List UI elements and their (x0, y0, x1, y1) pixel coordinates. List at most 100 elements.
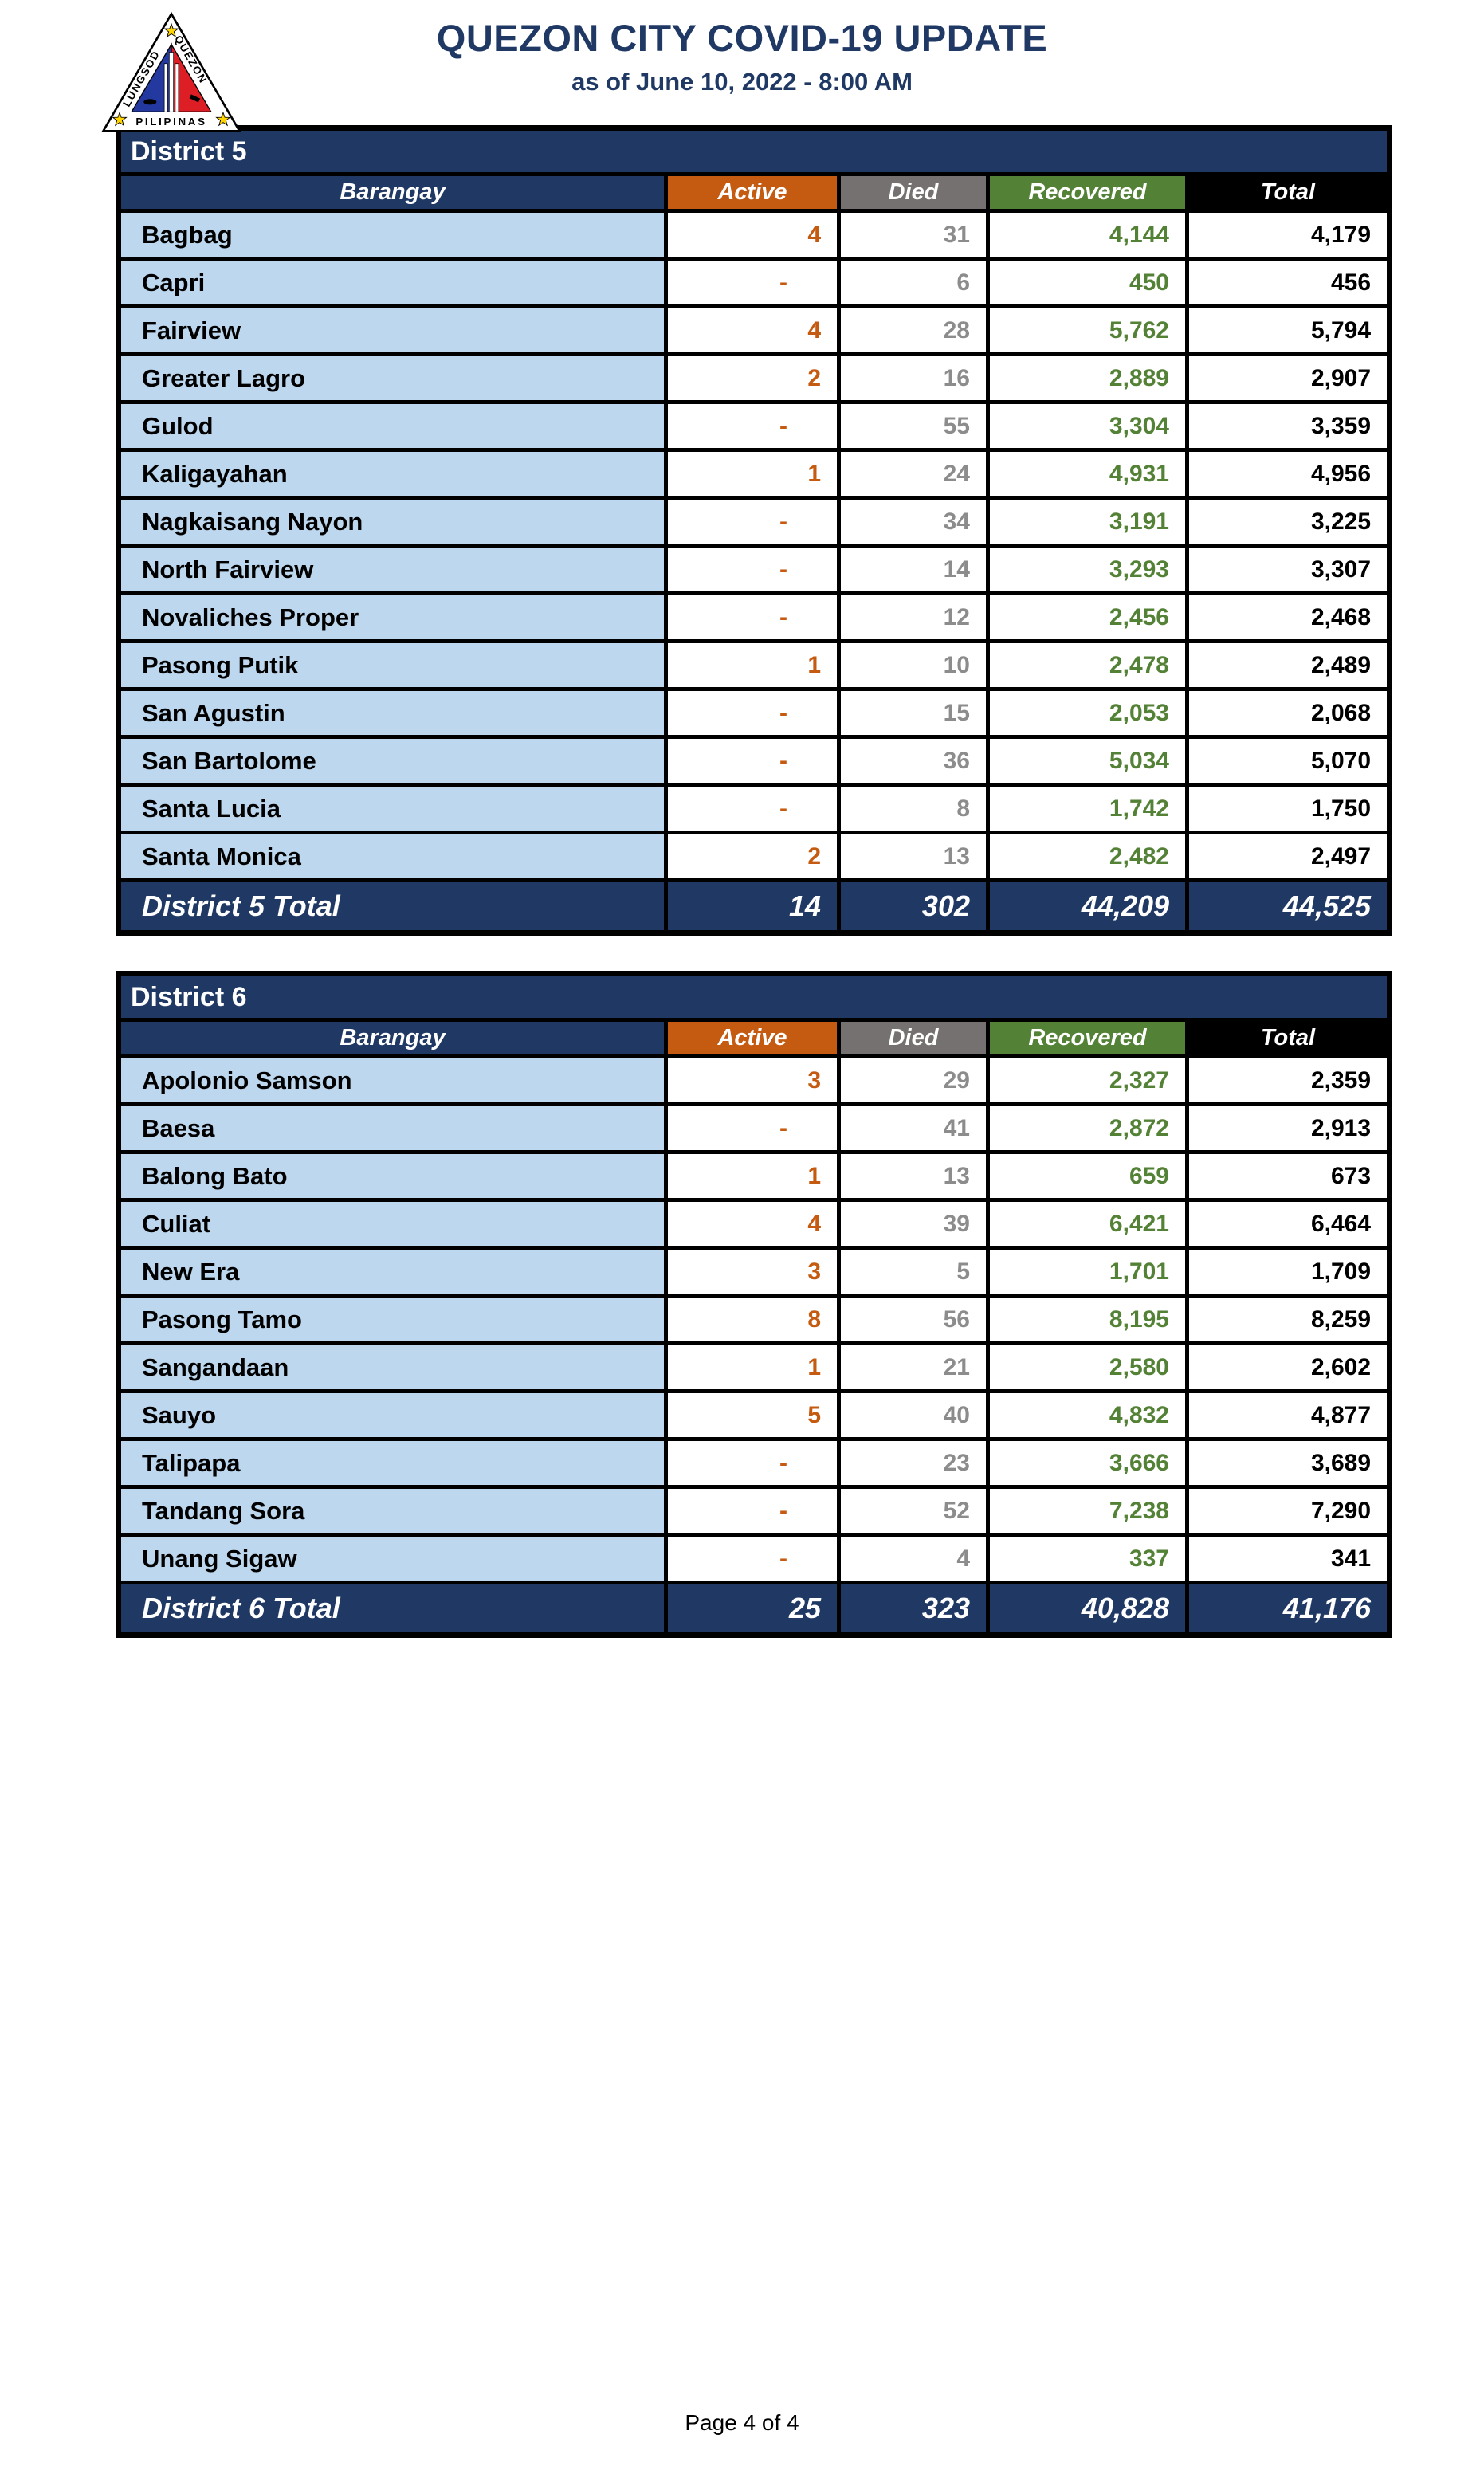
district-total-label: District 6 Total (116, 1581, 668, 1637)
district-total-total: 41,176 (1184, 1581, 1392, 1637)
recovered-count-cell: 337 (986, 1533, 1189, 1584)
barangay-name-cell: Capri (116, 257, 668, 308)
total-count-cell: 673 (1184, 1150, 1392, 1202)
barangay-name-cell: Culiat (116, 1198, 668, 1250)
total-count-cell: 7,290 (1184, 1485, 1392, 1537)
barangay-name-cell: Pasong Tamo (116, 1294, 668, 1345)
active-count-cell: - (664, 544, 841, 595)
total-count-cell: 3,225 (1184, 496, 1392, 548)
total-count-cell: 1,709 (1184, 1246, 1392, 1298)
barangay-name-cell: Apolonio Samson (116, 1054, 668, 1106)
column-header-total: Total (1184, 172, 1392, 213)
recovered-count-cell: 2,053 (986, 687, 1189, 739)
died-count-cell: 16 (837, 352, 990, 404)
table-row: Capri -6 450 456 (116, 257, 1392, 308)
died-count-cell: 5 (837, 1246, 990, 1298)
active-count-cell: 1 (664, 448, 841, 500)
total-count-cell: 341 (1184, 1533, 1392, 1584)
active-count-cell: - (664, 687, 841, 739)
total-count-cell: 2,907 (1184, 352, 1392, 404)
page-number: Page 4 of 4 (685, 2410, 799, 2435)
total-count-cell: 456 (1184, 257, 1392, 308)
total-count-cell: 2,068 (1184, 687, 1392, 739)
total-count-cell: 5,070 (1184, 735, 1392, 787)
recovered-count-cell: 4,144 (986, 209, 1189, 261)
table-row: Santa Monica 2 13 2,482 2,497 (116, 831, 1392, 882)
table-row: Unang Sigaw -4 337 341 (116, 1533, 1392, 1584)
active-count-cell: 8 (664, 1294, 841, 1345)
active-count-cell: 4 (664, 209, 841, 261)
table-row: Pasong Tamo 8 56 8,195 8,259 (116, 1294, 1392, 1345)
table-row: Novaliches Proper -12 2,456 2,468 (116, 591, 1392, 643)
district-total-total: 44,525 (1184, 878, 1392, 935)
recovered-count-cell: 2,482 (986, 831, 1189, 882)
died-count-cell: 28 (837, 304, 990, 356)
barangay-name-cell: Fairview (116, 304, 668, 356)
recovered-count-cell: 2,580 (986, 1341, 1189, 1393)
died-count-cell: 55 (837, 400, 990, 452)
total-count-cell: 2,359 (1184, 1054, 1392, 1106)
column-header-active: Active (664, 172, 841, 213)
died-count-cell: 31 (837, 209, 990, 261)
died-count-cell: 8 (837, 783, 990, 834)
active-count-cell: - (664, 783, 841, 834)
total-count-cell: 3,307 (1184, 544, 1392, 595)
barangay-name-cell: Pasong Putik (116, 639, 668, 691)
active-count-cell: - (664, 400, 841, 452)
active-count-cell: - (664, 1533, 841, 1584)
active-count-cell: 4 (664, 304, 841, 356)
died-count-cell: 52 (837, 1485, 990, 1537)
barangay-name-cell: San Agustin (116, 687, 668, 739)
table-row: Apolonio Samson 3 29 2,327 2,359 (116, 1054, 1392, 1106)
active-count-cell: 3 (664, 1054, 841, 1106)
total-count-cell: 1,750 (1184, 783, 1392, 834)
page-subtitle: as of June 10, 2022 - 8:00 AM (571, 68, 913, 96)
recovered-count-cell: 3,191 (986, 496, 1189, 548)
report-header: LUNGSOD QUEZON PILIPINAS QUEZON CITY COV… (0, 0, 1484, 132)
total-count-cell: 4,179 (1184, 209, 1392, 261)
died-count-cell: 29 (837, 1054, 990, 1106)
recovered-count-cell: 450 (986, 257, 1189, 308)
died-count-cell: 13 (837, 831, 990, 882)
active-count-cell: 2 (664, 831, 841, 882)
active-count-cell: - (664, 1102, 841, 1154)
district-total-active: 25 (664, 1581, 841, 1637)
total-count-cell: 8,259 (1184, 1294, 1392, 1345)
barangay-name-cell: Kaligayahan (116, 448, 668, 500)
district-total-died: 323 (837, 1581, 990, 1637)
table-row: Nagkaisang Nayon -34 3,191 3,225 (116, 496, 1392, 548)
died-count-cell: 12 (837, 591, 990, 643)
recovered-count-cell: 1,701 (986, 1246, 1189, 1298)
quezon-city-seal-logo: LUNGSOD QUEZON PILIPINAS (100, 8, 242, 146)
barangay-name-cell: Nagkaisang Nayon (116, 496, 668, 548)
barangay-name-cell: Novaliches Proper (116, 591, 668, 643)
seal-bottom-text: PILIPINAS (135, 116, 206, 128)
died-count-cell: 34 (837, 496, 990, 548)
barangay-name-cell: Sauyo (116, 1389, 668, 1441)
table-row: Fairview 4 28 5,762 5,794 (116, 304, 1392, 356)
total-count-cell: 4,877 (1184, 1389, 1392, 1441)
active-count-cell: - (664, 1485, 841, 1537)
column-header-active: Active (664, 1018, 841, 1058)
table-row: New Era 3 5 1,701 1,709 (116, 1246, 1392, 1298)
total-count-cell: 4,956 (1184, 448, 1392, 500)
active-count-cell: - (664, 735, 841, 787)
recovered-count-cell: 2,478 (986, 639, 1189, 691)
column-header-died: Died (837, 1018, 990, 1058)
recovered-count-cell: 3,304 (986, 400, 1189, 452)
column-header-died: Died (837, 172, 990, 213)
recovered-count-cell: 8,195 (986, 1294, 1189, 1345)
table-row: Santa Lucia -8 1,742 1,750 (116, 783, 1392, 834)
district-5-table: District 5 Barangay Active Died Recovere… (116, 125, 1393, 936)
active-count-cell: 3 (664, 1246, 841, 1298)
tables-container: District 5 Barangay Active Died Recovere… (116, 125, 1393, 1638)
table-row: San Bartolome -36 5,034 5,070 (116, 735, 1392, 787)
table-row: Sangandaan 1 21 2,580 2,602 (116, 1341, 1392, 1393)
active-count-cell: 1 (664, 639, 841, 691)
active-count-cell: - (664, 591, 841, 643)
recovered-count-cell: 7,238 (986, 1485, 1189, 1537)
barangay-name-cell: Tandang Sora (116, 1485, 668, 1537)
table-row: Sauyo 5 40 4,832 4,877 (116, 1389, 1392, 1441)
column-header-total: Total (1184, 1018, 1392, 1058)
